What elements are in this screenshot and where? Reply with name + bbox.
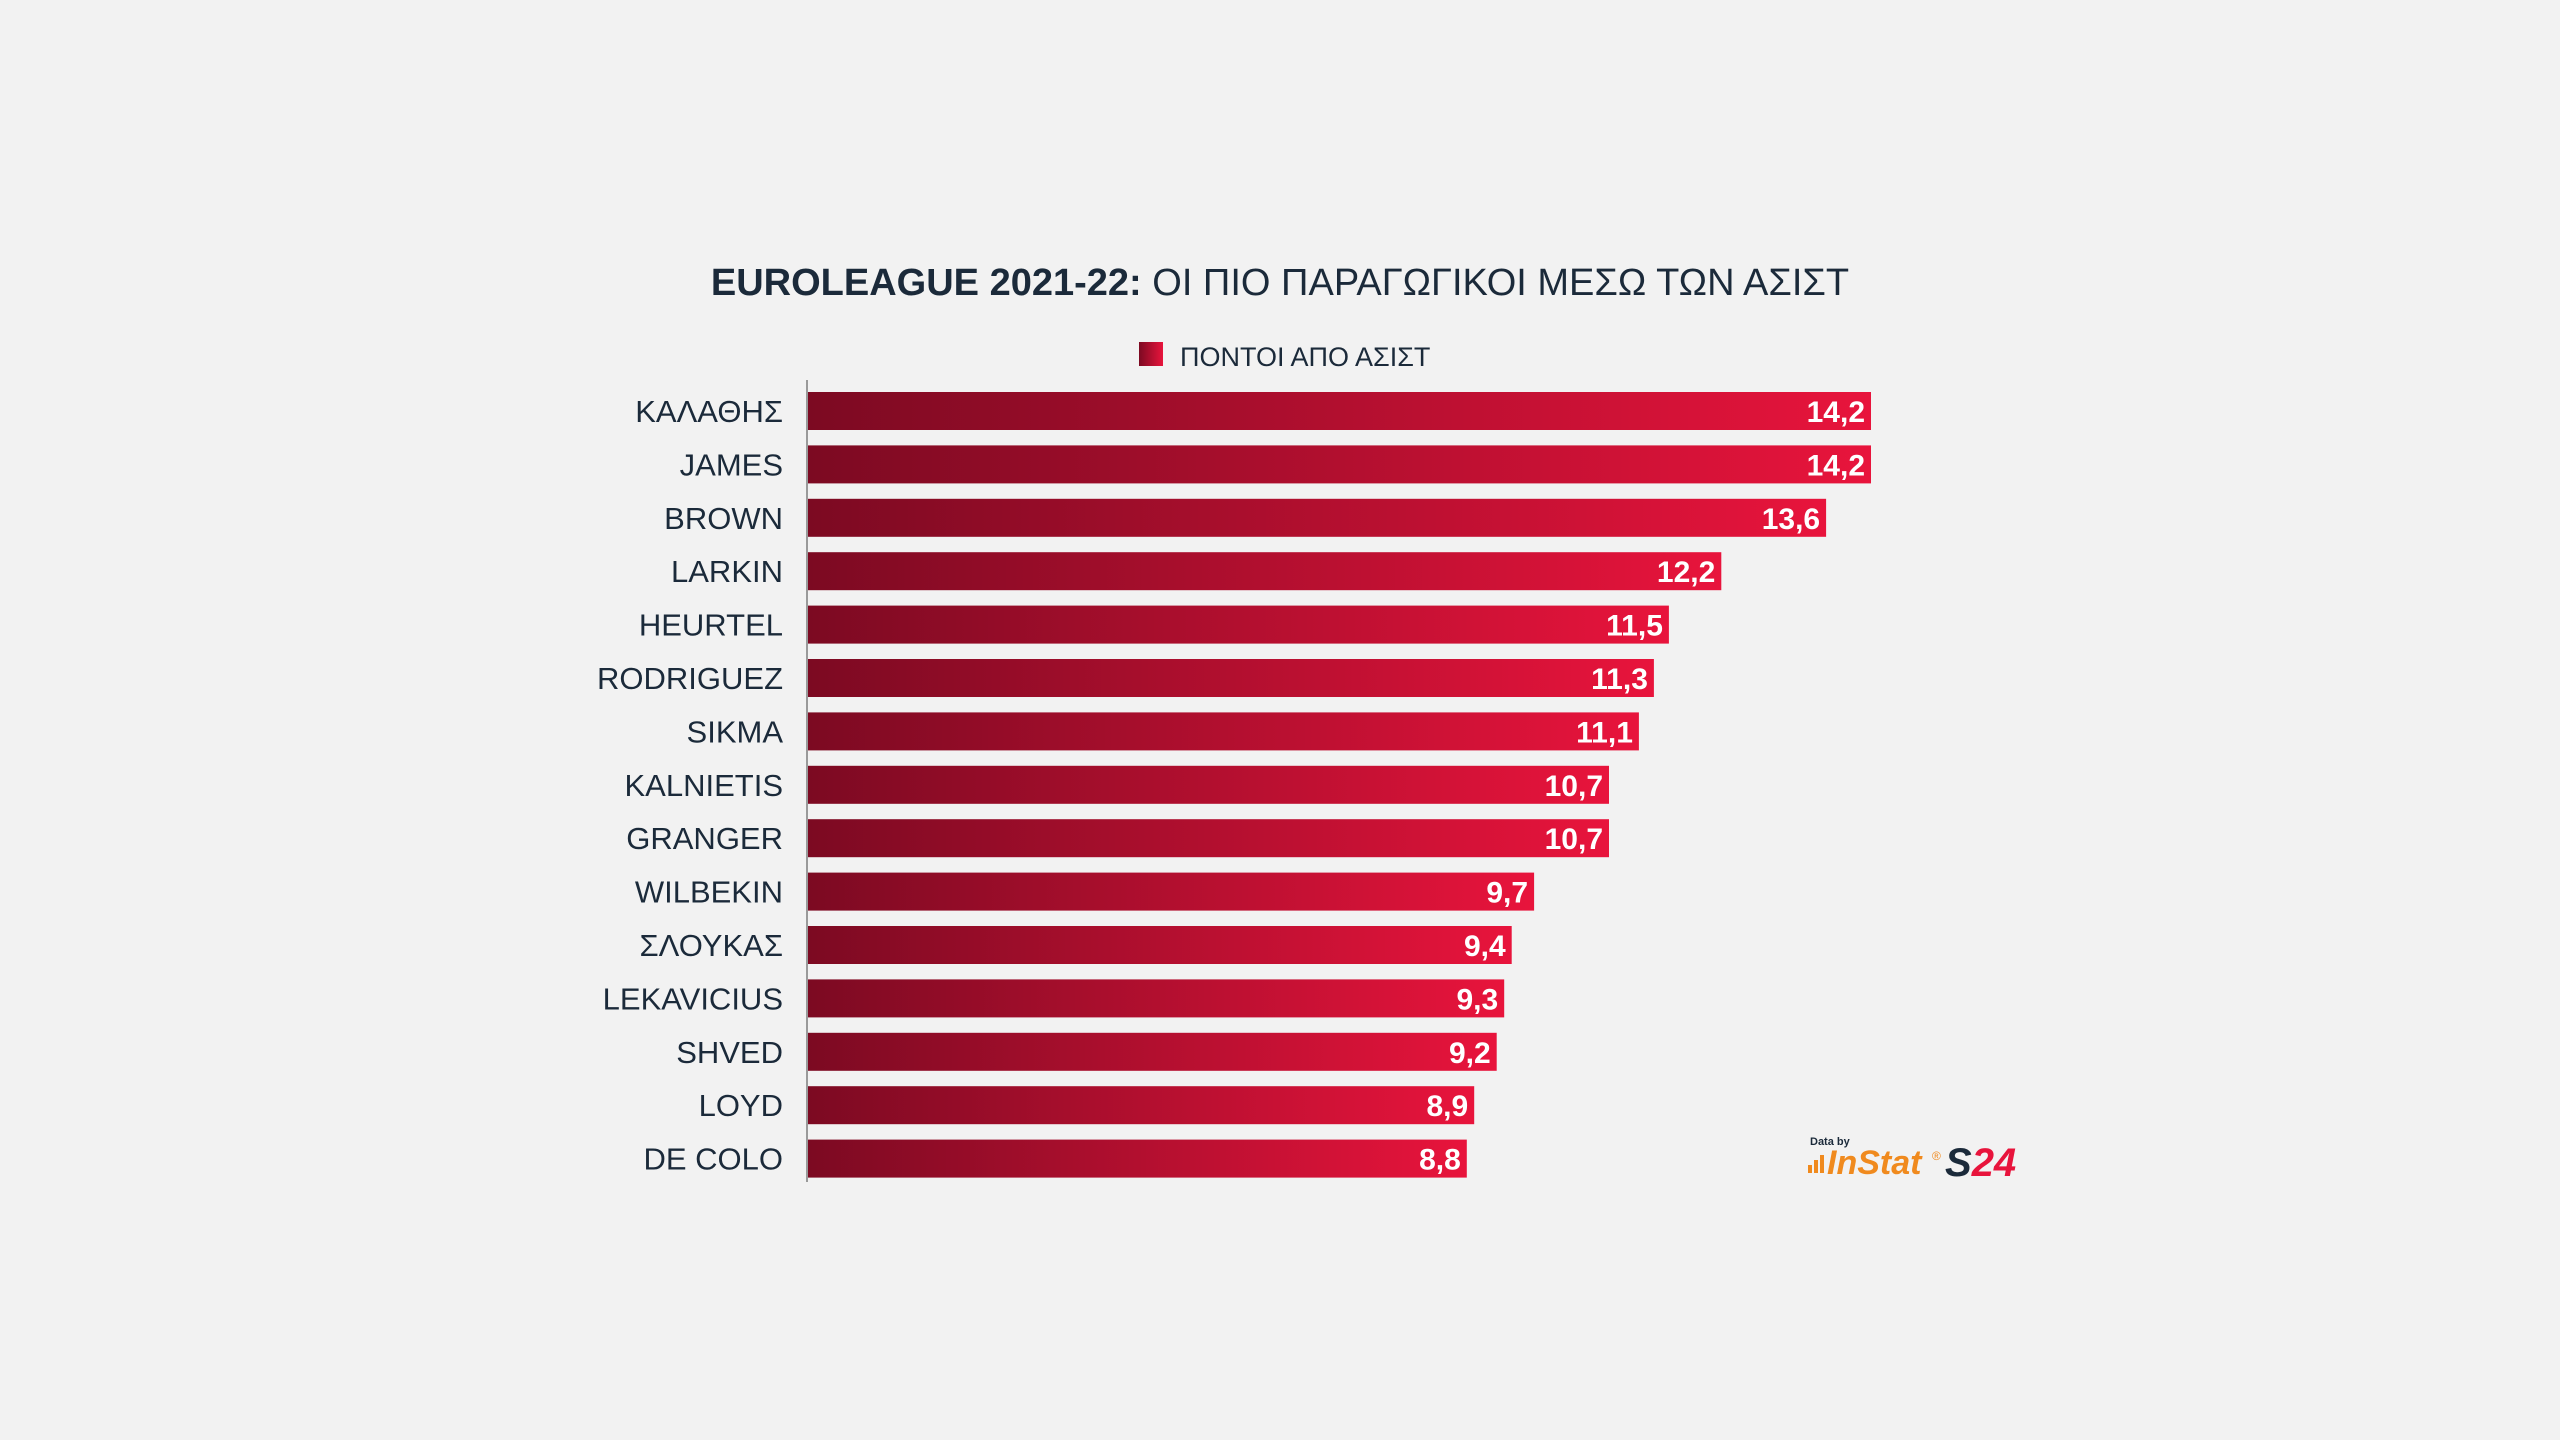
category-label: DE COLO: [643, 1142, 783, 1177]
category-label: SIKMA: [687, 714, 784, 749]
instat-bar-icon: [1814, 1160, 1818, 1173]
bar: [808, 765, 1609, 804]
s24-logo: S24: [1945, 1141, 2016, 1185]
bar: [808, 1139, 1467, 1178]
chart-title: EUROLEAGUE 2021-22: ΟΙ ΠΙΟ ΠΑΡΑΓΩΓΙΚΟΙ Μ…: [711, 262, 1849, 304]
s24-digits: 24: [1971, 1141, 2017, 1185]
bar: [808, 1032, 1497, 1071]
category-label: SHVED: [676, 1035, 783, 1070]
category-label: LOYD: [699, 1088, 783, 1123]
category-label: GRANGER: [626, 821, 783, 856]
credits: Data by InStat ® S24: [1808, 1136, 2016, 1185]
s24-wordmark: S24: [1945, 1141, 2016, 1185]
value-label: 9,4: [1464, 930, 1506, 963]
chart-title-bold: EUROLEAGUE 2021-22:: [711, 262, 1142, 304]
value-label: 10,7: [1545, 823, 1603, 856]
bar: [808, 659, 1654, 697]
bar: [808, 712, 1639, 751]
credit-data-by: Data by: [1810, 1136, 1851, 1148]
bar: [808, 872, 1535, 911]
legend-swatch: [1139, 342, 1163, 366]
value-label: 14,2: [1807, 449, 1865, 482]
value-label: 8,9: [1426, 1090, 1468, 1123]
category-label: LARKIN: [671, 554, 783, 589]
instat-logo: InStat ®: [1808, 1144, 1941, 1182]
value-label: 9,2: [1449, 1037, 1491, 1070]
chart-title-rest: ΟΙ ΠΙΟ ΠΑΡΑΓΩΓΙΚΟΙ ΜΕΣΩ ΤΩΝ ΑΣΙΣΤ: [1142, 262, 1849, 304]
category-label: BROWN: [664, 501, 783, 536]
category-label: HEURTEL: [639, 608, 783, 643]
bar: [808, 1086, 1475, 1125]
instat-bar-icon: [1808, 1165, 1812, 1173]
bar: [808, 392, 1871, 430]
value-label: 13,6: [1762, 503, 1820, 536]
bar: [808, 979, 1505, 1018]
legend: ΠΟΝΤΟΙ ΑΠΟ ΑΣΙΣΤ: [1139, 342, 1430, 372]
bar: [808, 605, 1669, 644]
value-label: 9,3: [1456, 983, 1498, 1016]
bars-group: ΚΑΛΑΘΗΣ 14,2 JAMES 14,2 BROWN 13,6 LARKIN 12,2 H…: [597, 392, 1871, 1178]
s24-s: S: [1945, 1141, 1972, 1185]
value-label: 12,2: [1657, 556, 1715, 589]
category-label: KALNIETIS: [625, 768, 784, 803]
category-label: JAMES: [680, 447, 783, 482]
bar: [808, 819, 1609, 858]
value-label: 9,7: [1486, 877, 1528, 910]
category-label: RODRIGUEZ: [597, 661, 783, 696]
instat-wordmark: InStat: [1827, 1144, 1923, 1182]
bar: [808, 445, 1871, 484]
category-label: WILBEKIN: [635, 875, 783, 910]
bar: [808, 498, 1827, 537]
value-label: 8,8: [1419, 1144, 1461, 1177]
value-label: 11,3: [1591, 663, 1648, 696]
category-label: LEKAVICIUS: [603, 981, 783, 1016]
bar: [808, 552, 1722, 591]
category-label: ΣΛΟΥΚΑΣ: [639, 928, 783, 963]
instat-bar-icon: [1820, 1155, 1824, 1173]
value-label: 10,7: [1545, 770, 1603, 803]
bar: [808, 926, 1512, 964]
category-label: ΚΑΛΑΘΗΣ: [635, 394, 783, 429]
value-label: 11,5: [1606, 610, 1663, 643]
legend-label: ΠΟΝΤΟΙ ΑΠΟ ΑΣΙΣΤ: [1180, 342, 1430, 372]
value-label: 11,1: [1576, 716, 1633, 749]
instat-registered: ®: [1932, 1149, 1941, 1163]
value-label: 14,2: [1807, 396, 1865, 429]
